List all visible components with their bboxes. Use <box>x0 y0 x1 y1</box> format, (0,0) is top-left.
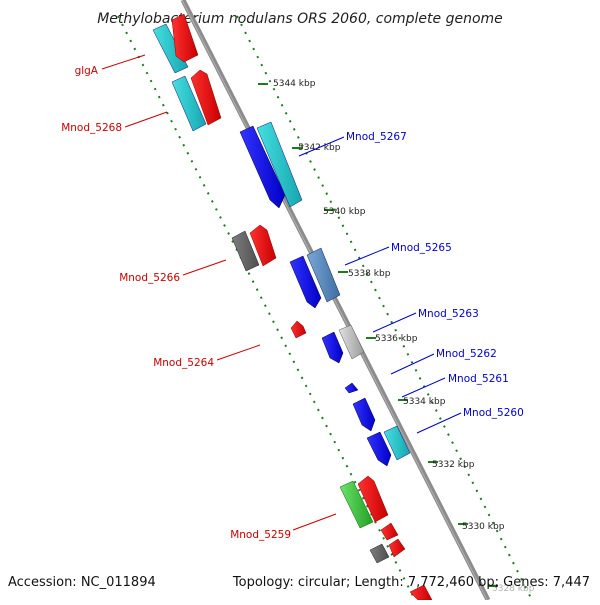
map-title: Methylobacterium nodulans ORS 2060, comp… <box>97 11 503 27</box>
tick-label: 5338 kbp <box>348 269 391 279</box>
label-leader <box>372 312 417 333</box>
gene-feature[interactable] <box>306 247 341 303</box>
gene-feature[interactable] <box>171 75 207 132</box>
tick-label: 5340 kbp <box>323 207 366 217</box>
label-leader <box>216 344 261 361</box>
gene-feature[interactable] <box>388 538 406 558</box>
gene-label-mnod-5264[interactable]: Mnod_5264 <box>153 357 214 369</box>
label-leader <box>390 353 435 375</box>
gene-label-mnod-5267[interactable]: Mnod_5267 <box>346 131 407 143</box>
tick-label: 5336 kbp <box>375 334 418 344</box>
gene-feature[interactable] <box>369 543 390 564</box>
label-leader <box>416 412 462 434</box>
gene-feature[interactable] <box>339 480 374 529</box>
accession-text: Accession: NC_011894 <box>8 575 156 590</box>
gene-feature[interactable] <box>152 23 189 74</box>
gene-feature[interactable] <box>357 475 389 523</box>
label-leader <box>344 246 390 266</box>
tick-marks: 5344 kbp 5342 kbp 5340 kbp 5338 kbp 5336… <box>258 79 535 594</box>
tick-label: 5342 kbp <box>298 143 341 153</box>
gene-feature[interactable] <box>190 69 222 126</box>
gene-feature[interactable] <box>289 255 322 309</box>
genome-backbone <box>180 0 491 602</box>
gene-label-glgA[interactable]: glgA <box>75 65 99 77</box>
gene-feature[interactable] <box>352 397 376 432</box>
topology-text: Topology: circular; Length: 7,772,460 bp… <box>232 575 590 590</box>
label-leader <box>401 377 446 398</box>
gene-feature[interactable] <box>338 324 365 360</box>
gene-label-mnod-5262[interactable]: Mnod_5262 <box>436 348 497 360</box>
reverse-gene-labels: Mnod_5267 Mnod_5265 Mnod_5263 Mnod_5262 … <box>298 131 524 434</box>
gene-feature[interactable] <box>344 382 359 394</box>
gene-feature[interactable] <box>321 331 344 364</box>
label-leader <box>298 136 345 157</box>
label-leader <box>101 54 146 70</box>
gene-label-mnod-5261[interactable]: Mnod_5261 <box>448 373 509 385</box>
gene-label-mnod-5260[interactable]: Mnod_5260 <box>463 407 524 419</box>
tick-label: 5328 kbp <box>492 584 535 594</box>
gene-feature[interactable] <box>383 425 411 461</box>
gene-label-mnod-5259[interactable]: Mnod_5259 <box>230 529 291 541</box>
gene-feature[interactable] <box>366 431 392 467</box>
label-leader <box>182 259 227 276</box>
gene-label-mnod-5265[interactable]: Mnod_5265 <box>391 242 452 254</box>
genome-backbone-highlight <box>181 0 488 601</box>
forward-guide-line <box>117 15 416 601</box>
gene-feature[interactable] <box>290 320 307 339</box>
gene-feature[interactable] <box>171 13 199 63</box>
label-leader <box>292 513 337 531</box>
gene-feature[interactable] <box>256 121 303 208</box>
gene-feature[interactable] <box>380 522 399 541</box>
tick-label: 5344 kbp <box>273 79 316 89</box>
gene-feature[interactable] <box>231 230 260 272</box>
gene-feature[interactable] <box>249 224 277 267</box>
forward-gene-labels: glgA Mnod_5268 Mnod_5266 Mnod_5264 Mnod_… <box>61 54 337 541</box>
tick-label: 5334 kbp <box>403 397 446 407</box>
gene-features <box>152 13 433 601</box>
gene-feature[interactable] <box>239 125 286 209</box>
gene-label-mnod-5266[interactable]: Mnod_5266 <box>119 272 180 284</box>
gene-label-mnod-5263[interactable]: Mnod_5263 <box>418 308 479 320</box>
tick-label: 5330 kbp <box>462 522 505 532</box>
reverse-guide-line <box>236 15 533 601</box>
gene-label-mnod-5268[interactable]: Mnod_5268 <box>61 122 122 134</box>
label-leader <box>124 111 168 128</box>
tick-label: 5332 kbp <box>432 460 475 470</box>
